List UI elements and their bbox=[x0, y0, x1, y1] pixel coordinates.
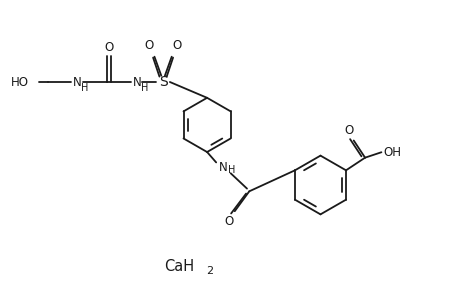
Text: S: S bbox=[159, 75, 167, 89]
Text: O: O bbox=[344, 124, 354, 137]
Text: OH: OH bbox=[383, 146, 401, 159]
Text: N: N bbox=[132, 76, 141, 88]
Text: O: O bbox=[172, 39, 182, 52]
Text: CaH: CaH bbox=[164, 259, 194, 274]
Text: N: N bbox=[219, 161, 228, 174]
Text: N: N bbox=[72, 76, 81, 88]
Text: H: H bbox=[81, 83, 89, 93]
Text: 2: 2 bbox=[206, 266, 213, 276]
Text: O: O bbox=[145, 39, 154, 52]
Text: O: O bbox=[105, 41, 114, 54]
Text: O: O bbox=[225, 215, 234, 228]
Text: HO: HO bbox=[11, 76, 29, 88]
Text: H: H bbox=[228, 165, 236, 175]
Text: H: H bbox=[141, 83, 149, 93]
